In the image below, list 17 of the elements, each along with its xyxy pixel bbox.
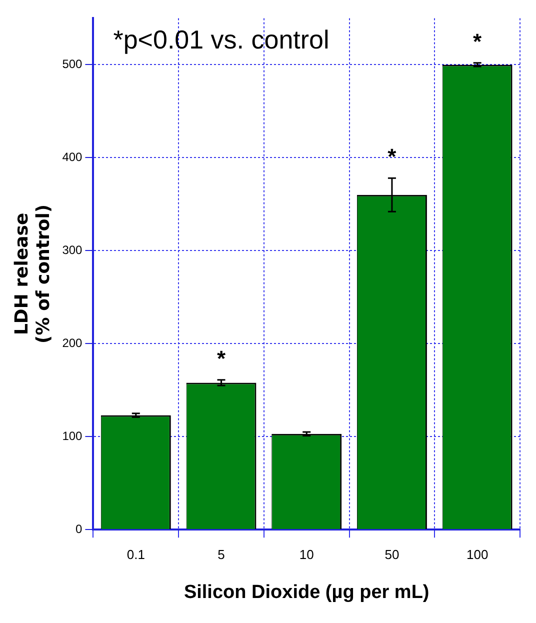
- x-tick-label: 100: [466, 546, 488, 562]
- annotation: *: [473, 28, 482, 54]
- annotation: *p<0.01 vs. control: [113, 24, 330, 54]
- y-tick-label: 500: [62, 57, 83, 72]
- x-tick-label: 5: [218, 546, 225, 562]
- y-tick-label: 200: [62, 336, 83, 350]
- x-axis-title: Silicon Dioxide (µg per mL): [184, 582, 430, 603]
- annotation: *: [388, 144, 397, 170]
- x-tick-label: 50: [384, 546, 400, 562]
- y-axis-title: LDH release (% of control): [11, 204, 54, 344]
- x-tick-label: 0.1: [126, 546, 145, 562]
- y-tick-label: 300: [62, 242, 83, 257]
- x-tick-label: 10: [299, 546, 314, 562]
- y-tick-label: 100: [62, 428, 83, 443]
- annotation: *: [216, 346, 226, 371]
- y-tick-label: 400: [62, 150, 83, 164]
- y-tick-label: 0: [76, 522, 83, 536]
